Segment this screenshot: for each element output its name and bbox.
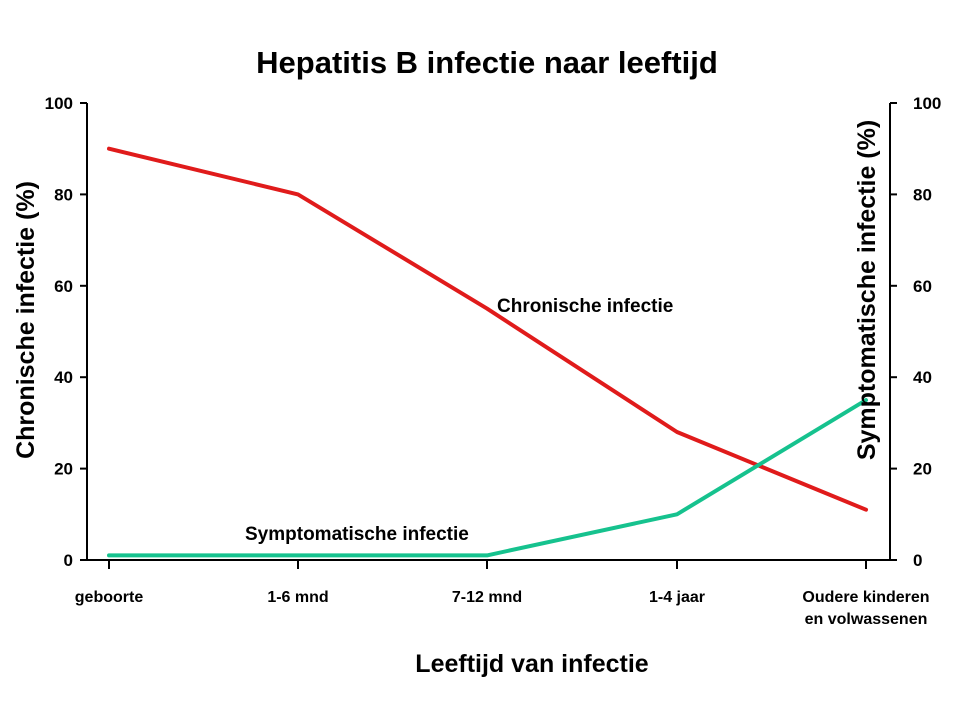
series-label-chronische: Chronische infectie [497, 296, 673, 317]
right-y-ticks: 0 20 40 60 80 100 [890, 94, 941, 570]
series-label-symptomatische: Symptomatische infectie [245, 524, 469, 545]
series-lines [107, 146, 868, 558]
left-y-axis-title: Chronische infectie (%) [12, 181, 40, 459]
symptomatische-infectie-line [107, 398, 868, 558]
x-ticks: geboorte 1-6 mnd 7-12 mnd 1-4 jaar Oudere ki… [75, 560, 930, 628]
chronische-infectie-line [107, 146, 868, 512]
x-tick-label: en volwassenen [805, 611, 928, 628]
x-tick-label: geboorte [75, 589, 144, 606]
left-y-tick-label: 80 [54, 185, 73, 204]
left-y-tick-label: 40 [54, 368, 73, 387]
x-tick-label: 1-4 jaar [649, 589, 705, 606]
right-y-axis-title: Symptomatische infectie (%) [853, 120, 881, 460]
x-tick-label: 7-12 mnd [452, 589, 522, 606]
left-y-tick-label: 0 [64, 551, 73, 570]
left-y-tick-label: 100 [45, 94, 73, 113]
right-y-tick-label: 60 [913, 277, 932, 296]
right-y-tick-label: 20 [913, 460, 932, 479]
left-y-tick-label: 20 [54, 460, 73, 479]
x-tick-label: 1-6 mnd [267, 589, 328, 606]
x-tick-label: Oudere kinderen [802, 589, 929, 606]
right-y-tick-label: 80 [913, 185, 932, 204]
right-y-tick-label: 0 [913, 551, 922, 570]
left-y-ticks: 0 20 40 60 80 100 [45, 94, 87, 570]
chart-title: Hepatitis B infectie naar leeftijd [256, 45, 718, 80]
left-y-tick-label: 60 [54, 277, 73, 296]
right-y-tick-label: 40 [913, 368, 932, 387]
x-axis-title: Leeftijd van infectie [415, 650, 648, 678]
right-y-tick-label: 100 [913, 94, 941, 113]
